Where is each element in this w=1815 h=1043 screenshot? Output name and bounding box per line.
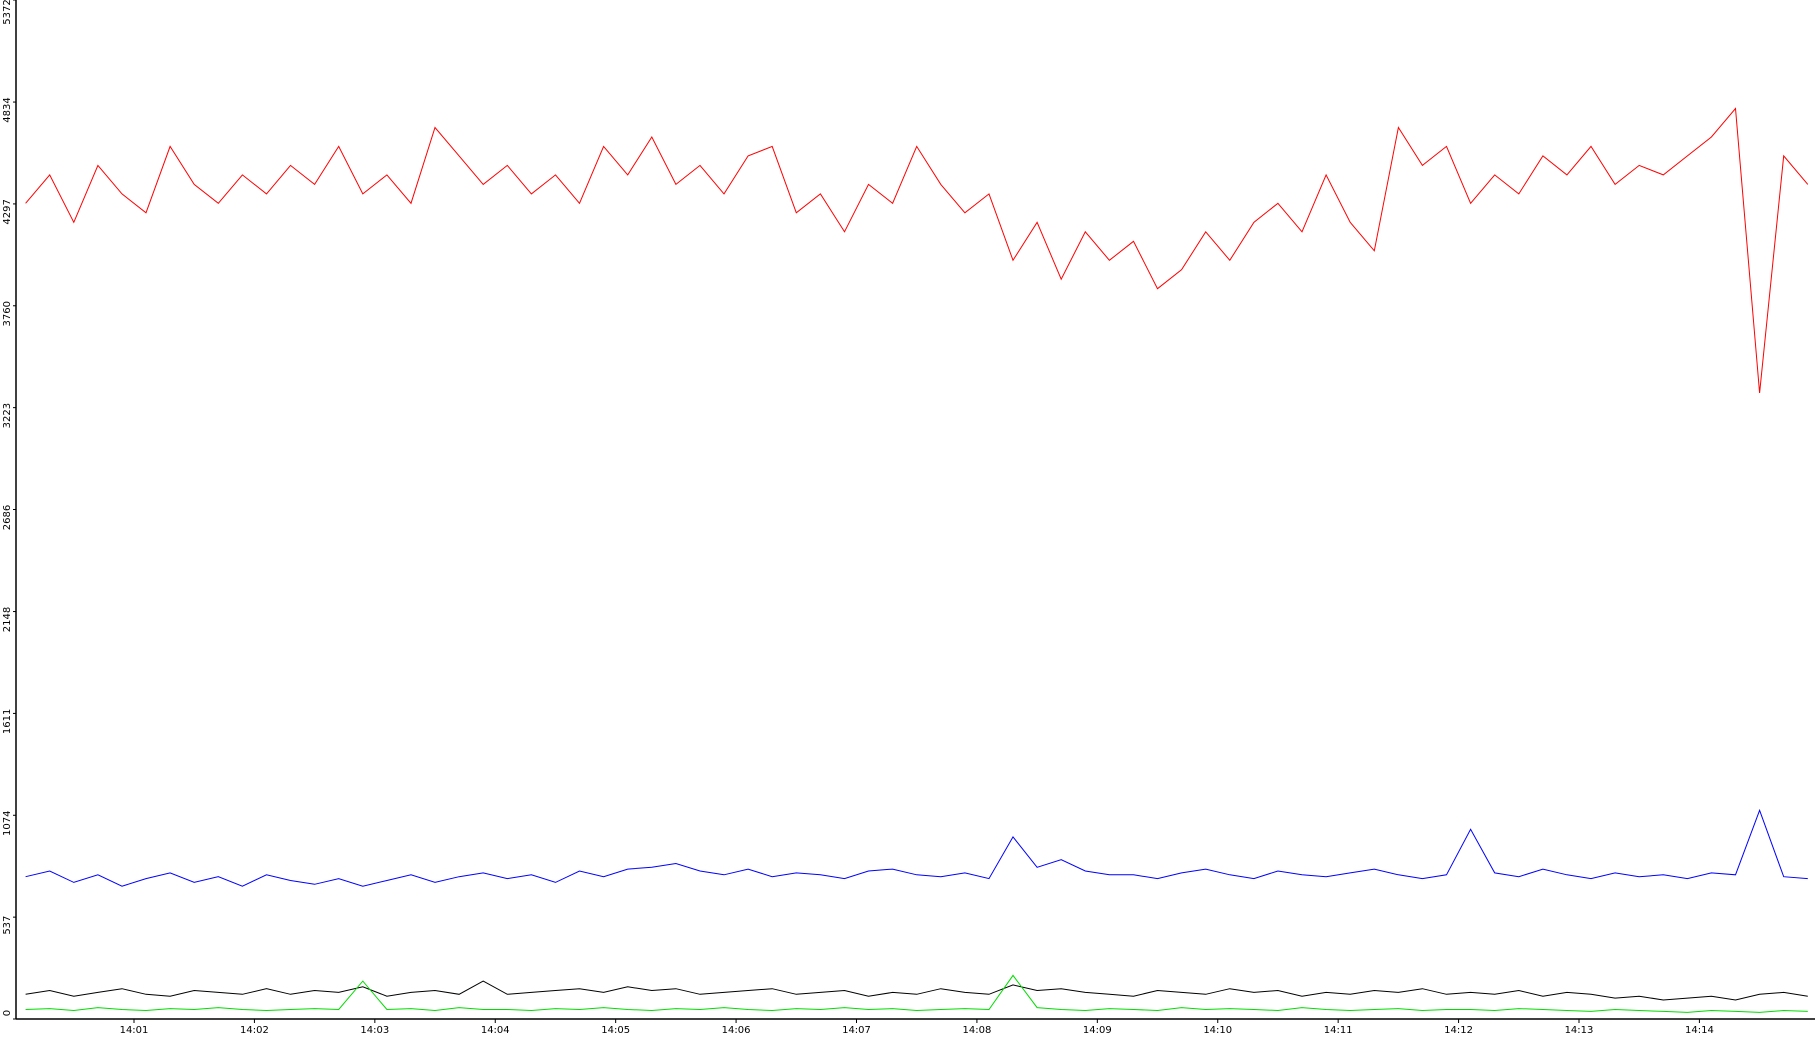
x-tick-label: 14:05 — [601, 1025, 630, 1036]
x-tick-label: 14:13 — [1565, 1025, 1594, 1036]
y-tick-label: 4297 — [2, 199, 13, 224]
x-tick-label: 14:14 — [1685, 1025, 1714, 1036]
x-tick-label: 14:03 — [360, 1025, 389, 1036]
series-line — [25, 974, 1808, 1013]
x-tick-label: 14:02 — [240, 1025, 269, 1036]
y-tick-label: 5372 — [2, 0, 13, 25]
x-tick-label: 14:11 — [1324, 1025, 1353, 1036]
y-tick-label: 4834 — [2, 97, 13, 122]
y-tick-label: 1074 — [2, 811, 13, 836]
x-tick-label: 14:10 — [1203, 1025, 1232, 1036]
x-tick-label: 14:01 — [120, 1025, 149, 1036]
x-tick-label: 14:07 — [842, 1025, 871, 1036]
y-tick-label: 2148 — [2, 607, 13, 632]
series-line — [25, 980, 1808, 1001]
y-tick-label: 1611 — [2, 709, 13, 734]
y-tick-label: 537 — [2, 916, 13, 935]
y-tick-label: 2686 — [2, 505, 13, 530]
y-tick-label: 3223 — [2, 403, 13, 428]
y-tick-label: 0 — [2, 1010, 13, 1016]
series-line — [25, 808, 1808, 887]
x-tick-label: 14:09 — [1083, 1025, 1112, 1036]
series-line — [25, 107, 1809, 394]
x-tick-label: 14:08 — [962, 1025, 991, 1036]
x-tick-label: 14:06 — [722, 1025, 751, 1036]
x-tick-label: 14:12 — [1444, 1025, 1473, 1036]
x-tick-label: 14:04 — [481, 1025, 510, 1036]
y-tick-label: 3760 — [2, 301, 13, 326]
